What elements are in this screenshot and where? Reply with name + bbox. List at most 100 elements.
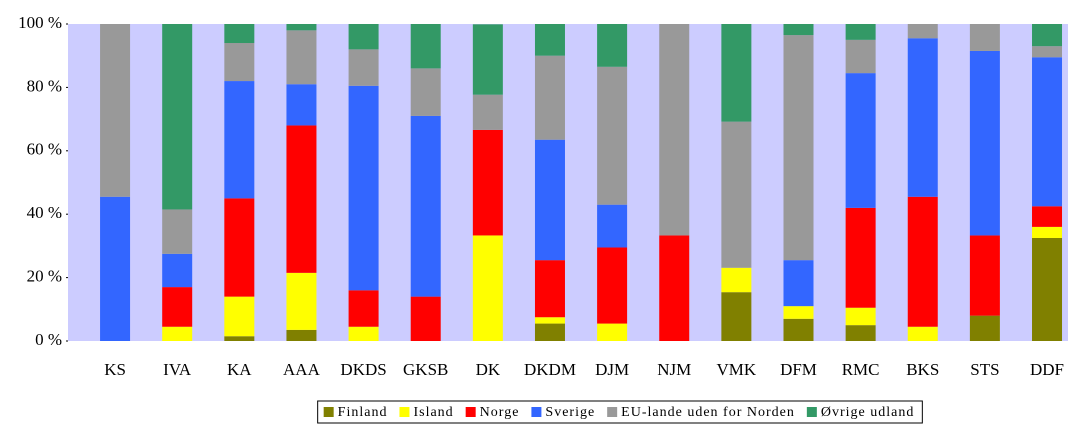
legend-label: Norge [480, 405, 520, 420]
bar-segment [1032, 24, 1063, 47]
bar-segment [534, 323, 565, 341]
bar-segment [534, 317, 565, 324]
bar-segment [224, 24, 255, 44]
bar-segment [783, 24, 814, 36]
legend-box [317, 400, 923, 424]
bar-segment [1032, 237, 1063, 341]
legend-swatch [465, 407, 476, 417]
bar-segment [410, 115, 441, 297]
x-tick-label: BKS [906, 360, 939, 379]
bar-segment [534, 139, 565, 261]
y-tick-label: 100 % [18, 13, 62, 32]
bar-segment [472, 24, 503, 95]
x-tick-label: AAA [283, 360, 321, 379]
bar-segment [721, 24, 752, 122]
bar-segment [845, 325, 876, 341]
x-tick-label: IVA [163, 360, 192, 379]
bar-segment [348, 85, 379, 291]
bar-segment [907, 24, 938, 39]
bar-segment [845, 39, 876, 74]
bar-segment [783, 318, 814, 341]
bar-segment [286, 24, 317, 31]
bar-segment [597, 66, 628, 205]
bar-segment [348, 24, 379, 50]
bar-segment [969, 235, 1000, 316]
x-tick-label: VMK [717, 360, 757, 379]
x-tick-label: DKDS [340, 360, 386, 379]
bar-segment [783, 35, 814, 261]
x-tick-label: DFM [780, 360, 817, 379]
bar-segment [1032, 46, 1063, 58]
bar-segment [783, 260, 814, 307]
bar-segment [1032, 226, 1063, 238]
bar-segment [348, 326, 379, 341]
x-tick-label: KA [227, 360, 252, 379]
bar-segment [410, 24, 441, 69]
bar-segment [721, 292, 752, 341]
bar-segment [845, 73, 876, 208]
y-tick-label: 80 % [27, 76, 62, 95]
legend-swatch [607, 407, 618, 417]
bar-segment [969, 24, 1000, 51]
bar-segment [534, 24, 565, 56]
bar-segment [969, 50, 1000, 236]
x-tick-label: RMC [842, 360, 880, 379]
bar-segment [845, 24, 876, 40]
bar-segment [286, 125, 317, 273]
legend-swatch [806, 407, 817, 417]
x-tick-label: DKDM [524, 360, 576, 379]
bar-segment [410, 296, 441, 341]
bar-segment [224, 296, 255, 337]
x-tick-label: GKSB [403, 360, 448, 379]
legend-swatch [531, 407, 542, 417]
bar-segment [659, 235, 690, 341]
x-tick-label: STS [970, 360, 999, 379]
bar-segment [845, 307, 876, 326]
bar-segment [224, 81, 255, 199]
bar-segment [286, 272, 317, 330]
legend-label: Island [413, 405, 453, 420]
bar-segment [100, 24, 131, 197]
bar-segment [907, 196, 938, 327]
bar-segment [783, 306, 814, 319]
bar-segment [224, 336, 255, 341]
bar-segment [597, 24, 628, 67]
y-tick-label: 20 % [27, 267, 62, 286]
legend-label: Finland [338, 405, 388, 420]
bar-segment [907, 326, 938, 341]
bar-segment [100, 196, 131, 341]
bar-segment [286, 84, 317, 126]
legend-label: Øvrige udland [821, 405, 914, 420]
legend-swatch [323, 407, 334, 417]
bar-segment [534, 55, 565, 140]
bar-segment [224, 43, 255, 82]
legend-label: Sverige [545, 405, 595, 420]
bar-segment [286, 30, 317, 85]
x-tick-label: KS [104, 360, 126, 379]
bar-segment [410, 68, 441, 116]
bar-segment [224, 198, 255, 297]
y-tick-label: 40 % [27, 203, 62, 222]
bar-segment [162, 287, 193, 327]
bar-segment [162, 24, 193, 210]
bar-segment [659, 24, 690, 236]
bar-segment [721, 121, 752, 268]
bar-segment [162, 253, 193, 288]
bar-segment [348, 290, 379, 327]
bar-segment [472, 129, 503, 236]
bar-segment [348, 49, 379, 86]
bar-segment [907, 38, 938, 197]
x-tick-label: DK [476, 360, 501, 379]
bar-segment [286, 329, 317, 341]
bar-segment [721, 267, 752, 293]
bar-segment [472, 235, 503, 341]
bar-segment [597, 247, 628, 324]
bar-segment [1032, 206, 1063, 227]
x-tick-label: DDF [1030, 360, 1064, 379]
x-tick-label: DJM [595, 360, 629, 379]
bar-segment [162, 326, 193, 341]
bar-segment [472, 94, 503, 130]
legend-swatch [399, 407, 410, 417]
bar-segment [969, 315, 1000, 341]
